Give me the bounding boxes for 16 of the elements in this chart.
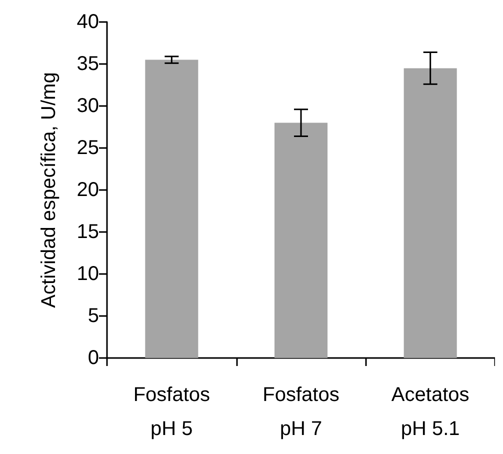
x-tick-label: Fosfatos pH 5 <box>133 384 210 440</box>
x-tick-label: Fosfatos pH 7 <box>262 384 340 440</box>
bar <box>145 60 198 358</box>
x-tick-label: Acetatos pH 5.1 <box>391 384 470 440</box>
y-tick-label: 15 <box>76 221 99 243</box>
y-tick-label: 0 <box>88 347 99 369</box>
y-tick-label: 35 <box>76 53 99 75</box>
y-tick-label: 10 <box>76 263 99 285</box>
y-tick-label: 25 <box>76 137 99 159</box>
y-tick-label: 5 <box>88 305 99 327</box>
bar <box>404 68 457 358</box>
bar <box>274 122 328 358</box>
y-axis-title: Actividad específica, U/mg <box>38 72 60 308</box>
y-tick-label: 30 <box>76 95 99 117</box>
y-tick-label: 40 <box>76 11 99 33</box>
y-tick-label: 20 <box>76 179 99 201</box>
